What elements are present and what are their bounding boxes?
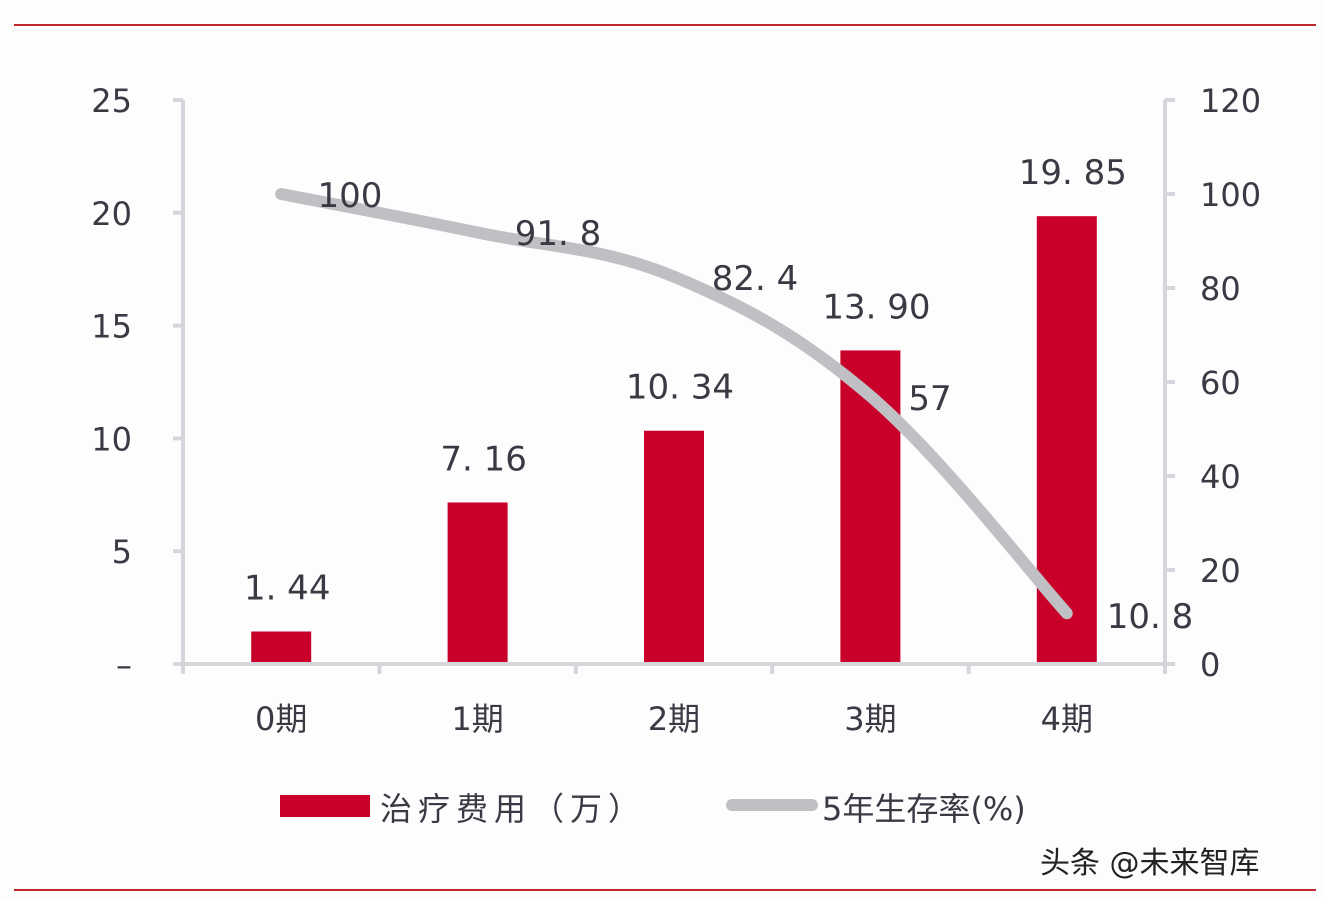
bar-value-label: 19. 85 — [1019, 153, 1127, 193]
left-tick-label: – — [116, 646, 132, 684]
left-tick-label: 20 — [91, 195, 132, 233]
right-tick-label: 60 — [1200, 364, 1241, 402]
right-tick-label: 120 — [1200, 82, 1261, 120]
line-value-label: 57 — [908, 379, 951, 419]
watermark: 头条 @未来智库 — [1040, 846, 1260, 881]
right-tick-label: 40 — [1200, 458, 1241, 496]
line-series — [275, 188, 1073, 620]
x-tick-label: 0期 — [255, 700, 307, 738]
bar-value-label: 10. 34 — [626, 368, 734, 408]
bar-value-label: 7. 16 — [440, 439, 527, 479]
right-tick-label: 80 — [1200, 270, 1241, 308]
line-value-label: 10. 8 — [1107, 597, 1194, 637]
data-labels: 1. 44 7. 16 10. 34 13. 90 19. 85 100 91. 8 82. … — [244, 153, 1193, 637]
bar-value-label: 13. 90 — [822, 287, 930, 327]
bar — [251, 631, 312, 662]
line-value-label: 82. 4 — [712, 259, 799, 299]
survival-line — [275, 188, 1073, 620]
line-value-label: 100 — [318, 176, 383, 216]
left-tick-label: 10 — [91, 420, 132, 458]
legend-bar-label: 治疗费用（万） — [380, 790, 646, 828]
bottom-rule — [14, 889, 1316, 891]
left-tick-label: 5 — [112, 533, 132, 571]
right-tick-label: 20 — [1200, 552, 1241, 590]
line-value-label: 91. 8 — [515, 214, 602, 254]
right-tick-label: 0 — [1200, 646, 1220, 684]
left-tick-label: 25 — [91, 82, 132, 120]
bar — [644, 430, 704, 662]
legend: 治疗费用（万） 5年生存率(%) — [280, 790, 1026, 828]
left-tick-label: 15 — [91, 308, 132, 346]
right-tick-label: 100 — [1200, 176, 1261, 214]
legend-bar-swatch — [280, 795, 370, 817]
bar — [447, 502, 508, 662]
x-tick-label: 1期 — [451, 700, 503, 738]
x-tick-label: 2期 — [648, 700, 700, 738]
x-tick-label: 3期 — [844, 700, 896, 738]
x-tick-label: 4期 — [1041, 700, 1093, 738]
legend-line-label: 5年生存率(%) — [822, 790, 1026, 828]
bar-value-label: 1. 44 — [244, 569, 331, 609]
axes: – 5 10 15 20 25 0 20 40 60 80 100 120 0期 1期 2期 3期 4期 — [91, 82, 1261, 738]
top-rule — [14, 24, 1316, 26]
